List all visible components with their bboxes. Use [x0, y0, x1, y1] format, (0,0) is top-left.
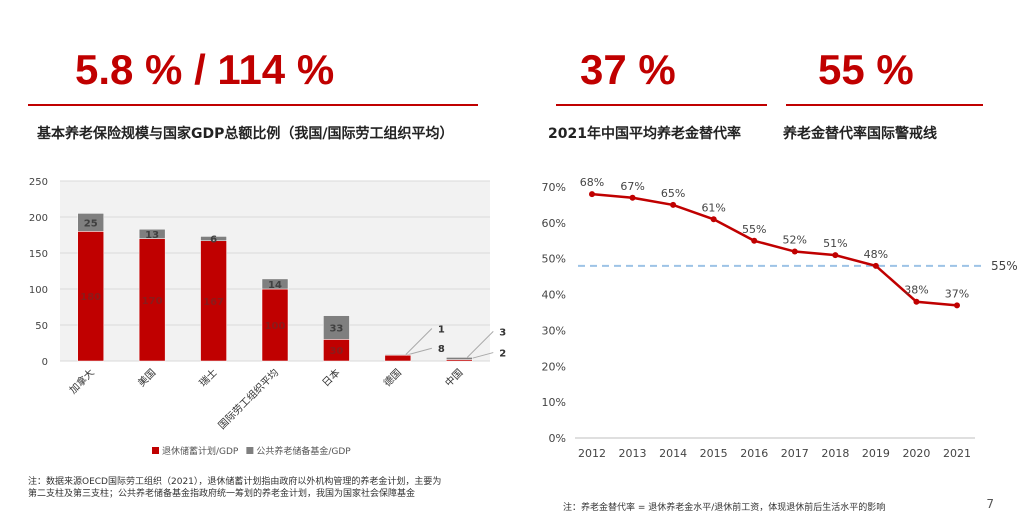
- bar-data-label: 2: [499, 349, 506, 360]
- leader-line: [466, 331, 494, 358]
- data-point: [710, 216, 717, 223]
- x-tick-label: 德国: [381, 366, 404, 389]
- page-number: 7: [986, 497, 994, 511]
- headline-mid: 37 %: [580, 46, 676, 93]
- bar-data-label: 8: [438, 344, 445, 355]
- y-tick-label: 10%: [542, 396, 566, 409]
- data-point: [670, 201, 677, 208]
- leader-line: [405, 347, 432, 356]
- data-label: 65%: [661, 187, 685, 200]
- bar-public: [261, 278, 289, 290]
- legend-swatch: [152, 447, 159, 454]
- bar-data-label: 3: [499, 327, 506, 338]
- x-tick-label: 2019: [862, 447, 890, 460]
- data-point: [791, 248, 798, 255]
- bar-data-label: 167: [203, 297, 224, 308]
- divider-mid: [556, 104, 767, 106]
- data-label: 48%: [864, 248, 888, 261]
- data-point: [913, 298, 920, 305]
- bar-retirement: [384, 354, 412, 362]
- data-label: 52%: [783, 234, 807, 247]
- x-tick-label: 2015: [700, 447, 728, 460]
- data-label: 55%: [742, 223, 766, 236]
- data-label: 61%: [701, 201, 725, 214]
- subtitle-left: 基本养老保险规模与国家GDP总额比例（我国/国际劳工组织平均）: [37, 126, 454, 142]
- y-tick-label: 0: [42, 357, 48, 368]
- data-label: 51%: [823, 237, 847, 250]
- headline-left: 5.8 % / 114 %: [75, 46, 335, 93]
- bar-data-label: 14: [268, 280, 282, 291]
- y-tick-label: 20%: [542, 360, 566, 373]
- note-right: 注：养老金替代率 = 退休养老金水平/退休前工资，体现退休前后生活水平的影响: [563, 503, 886, 513]
- note-left: 注：数据来源OECD国际劳工组织（2021），退休储蓄计划指由政府以外机构管理的…: [28, 477, 442, 499]
- bar-public: [138, 228, 166, 239]
- x-tick-label: 2014: [659, 447, 687, 460]
- y-tick-label: 150: [29, 249, 48, 260]
- data-point: [954, 302, 960, 309]
- y-tick-label: 50%: [542, 253, 566, 266]
- subtitle-right: 养老金替代率国际警戒线: [783, 126, 937, 142]
- data-point: [629, 194, 636, 201]
- x-tick-label: 2021: [943, 447, 971, 460]
- subtitle-mid: 2021年中国平均养老金替代率: [548, 126, 741, 142]
- bar-retirement: [261, 288, 289, 362]
- bar-data-label: 30: [329, 346, 343, 357]
- data-label: 68%: [580, 176, 604, 189]
- leader-line: [405, 328, 433, 355]
- x-tick-label: 2020: [902, 447, 930, 460]
- headline-right: 55 %: [818, 46, 914, 93]
- y-tick-label: 100: [29, 285, 48, 296]
- legend-label: 退休储蓄计划/GDP: [162, 445, 239, 457]
- x-tick-label: 2018: [821, 447, 849, 460]
- bar-public: [200, 236, 227, 242]
- bar-public: [77, 213, 104, 232]
- data-point: [751, 237, 758, 244]
- bar-data-label: 100: [265, 321, 286, 332]
- y-tick-label: 30%: [542, 324, 566, 337]
- bar-retirement: [77, 231, 104, 362]
- x-tick-label: 2013: [619, 447, 647, 460]
- bar-data-label: 33: [329, 324, 343, 335]
- y-tick-label: 200: [29, 213, 48, 224]
- x-tick-label: 国际劳工组织平均: [215, 366, 281, 432]
- x-tick-label: 加拿大: [66, 366, 96, 396]
- bar-data-label: 1: [438, 325, 445, 336]
- legend-label: 公共养老储备基金/GDP: [256, 445, 351, 457]
- divider-left: [28, 104, 478, 106]
- bar-data-label: 170: [142, 296, 163, 307]
- data-label: 37%: [945, 287, 969, 300]
- bar-data-label: 180: [80, 292, 101, 303]
- bar-data-label: 13: [145, 230, 159, 241]
- y-tick-label: 70%: [542, 181, 566, 194]
- data-point: [872, 262, 879, 269]
- bar-data-label: 6: [210, 235, 217, 246]
- bar-data-label: 25: [84, 218, 98, 229]
- x-tick-label: 日本: [319, 366, 342, 389]
- data-label: 38%: [904, 284, 928, 297]
- x-tick-label: 瑞士: [196, 366, 219, 389]
- divider-right: [786, 104, 983, 106]
- y-tick-label: 40%: [542, 289, 566, 302]
- series-line: [591, 192, 958, 307]
- reference-line-label: 55%: [991, 259, 1018, 273]
- x-tick-label: 美国: [135, 366, 158, 389]
- x-tick-label: 2012: [578, 447, 606, 460]
- bar-retirement: [138, 238, 166, 362]
- y-tick-label: 0%: [549, 432, 566, 445]
- bar-public: [323, 315, 350, 340]
- legend-swatch: [246, 447, 254, 454]
- x-tick-label: 2017: [781, 447, 809, 460]
- bar-public: [384, 354, 412, 356]
- bar-public: [446, 357, 473, 360]
- bar-retirement: [200, 240, 227, 362]
- y-tick-label: 50: [35, 321, 48, 332]
- data-point: [832, 252, 839, 259]
- data-point: [589, 191, 595, 198]
- x-tick-label: 中国: [442, 366, 465, 389]
- y-tick-label: 60%: [542, 217, 566, 230]
- y-tick-label: 250: [29, 177, 48, 188]
- data-label: 67%: [620, 180, 644, 193]
- x-tick-label: 2016: [740, 447, 768, 460]
